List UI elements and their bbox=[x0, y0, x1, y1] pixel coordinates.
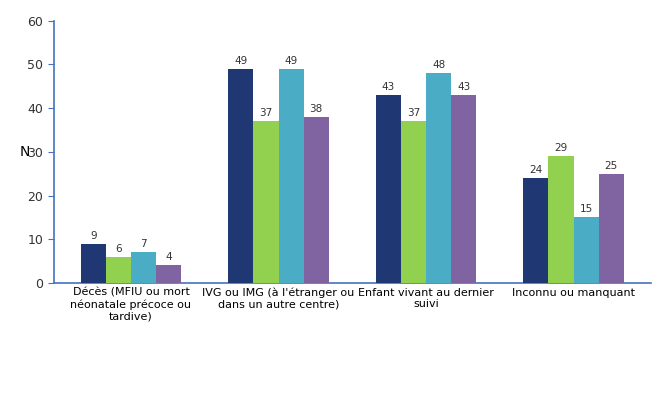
Text: 49: 49 bbox=[234, 56, 248, 66]
Bar bbox=[156, 265, 181, 283]
Bar bbox=[376, 95, 401, 283]
Bar bbox=[574, 217, 599, 283]
Text: 49: 49 bbox=[285, 56, 298, 66]
Text: 37: 37 bbox=[407, 108, 420, 118]
Text: 38: 38 bbox=[309, 104, 323, 114]
Text: 43: 43 bbox=[382, 82, 395, 92]
Text: 4: 4 bbox=[165, 253, 172, 262]
Bar bbox=[81, 243, 106, 283]
Bar bbox=[131, 252, 156, 283]
Bar bbox=[254, 121, 278, 283]
Text: 9: 9 bbox=[90, 230, 97, 240]
Bar bbox=[401, 121, 426, 283]
Bar bbox=[451, 95, 476, 283]
Text: 37: 37 bbox=[260, 108, 272, 118]
Y-axis label: N: N bbox=[19, 145, 30, 159]
Text: 43: 43 bbox=[457, 82, 470, 92]
Text: 6: 6 bbox=[115, 244, 121, 254]
Text: 15: 15 bbox=[580, 204, 592, 214]
Bar bbox=[599, 174, 624, 283]
Text: 48: 48 bbox=[432, 60, 445, 70]
Bar bbox=[278, 69, 303, 283]
Text: 29: 29 bbox=[554, 143, 568, 153]
Bar bbox=[106, 257, 131, 283]
Bar bbox=[303, 117, 329, 283]
Bar bbox=[426, 73, 451, 283]
Bar bbox=[523, 178, 548, 283]
Text: 25: 25 bbox=[605, 161, 618, 171]
Text: 24: 24 bbox=[529, 165, 543, 175]
Bar bbox=[228, 69, 254, 283]
Text: 7: 7 bbox=[140, 239, 147, 249]
Bar bbox=[548, 156, 574, 283]
